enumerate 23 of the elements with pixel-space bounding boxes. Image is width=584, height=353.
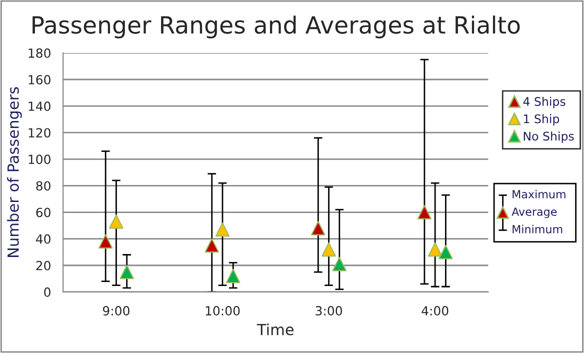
legend-label: No Ships	[524, 131, 574, 143]
y-tick-label: 140	[28, 102, 50, 111]
y-axis-title: Number of Passengers	[7, 87, 22, 257]
legend-label: 1 Ship	[524, 114, 560, 126]
text: Average	[512, 208, 557, 218]
x-axis-title: Time	[256, 323, 294, 336]
y-tick-label: 0	[44, 287, 50, 297]
x-tick-label: 9:00	[102, 306, 130, 316]
y-tick-label: 60	[36, 208, 50, 218]
y-tick-label: 40	[36, 234, 50, 244]
x-tick-label: 10:00	[206, 306, 240, 316]
legend-label: 4 Ships	[523, 96, 566, 108]
y-tick-label: 80	[36, 181, 50, 191]
chart-title: Passenger Ranges and Averages at Rialto	[32, 16, 520, 38]
x-tick-label: 4:00	[422, 306, 448, 316]
y-tick-label: 20	[36, 260, 50, 270]
y-tick-label: 120	[28, 128, 50, 138]
x-tick-label: 3:00	[316, 306, 342, 316]
text: Maximum	[512, 190, 566, 198]
y-tick-label: 100	[28, 154, 50, 164]
y-tick-label: 180	[28, 48, 50, 58]
y-tick-label: 160	[28, 74, 50, 84]
text: Minimum	[512, 224, 562, 234]
